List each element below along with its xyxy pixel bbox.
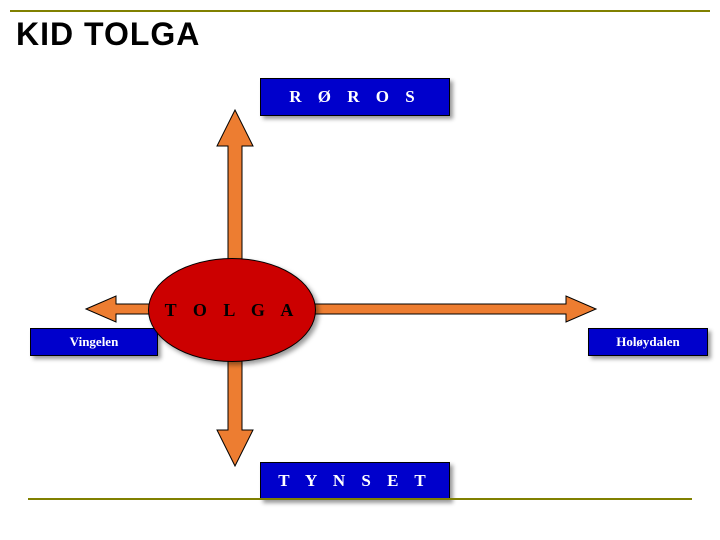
- node-right: Holøydalen: [588, 328, 708, 356]
- node-center: T O L G A: [148, 258, 316, 362]
- node-bottom: T Y N S E T: [260, 462, 450, 500]
- node-top: R Ø R O S: [260, 78, 450, 116]
- diagram-area: T O L G A R Ø R O S T Y N S E T Vingelen…: [0, 60, 720, 500]
- page-title: KID TOLGA: [10, 12, 710, 59]
- bottom-rule: [28, 498, 692, 500]
- node-right-label: Holøydalen: [616, 334, 680, 350]
- node-center-label: T O L G A: [165, 300, 300, 321]
- node-top-label: R Ø R O S: [289, 87, 420, 107]
- node-left-label: Vingelen: [70, 334, 119, 350]
- title-bar: KID TOLGA: [10, 10, 710, 59]
- node-bottom-label: T Y N S E T: [278, 471, 431, 491]
- node-left: Vingelen: [30, 328, 158, 356]
